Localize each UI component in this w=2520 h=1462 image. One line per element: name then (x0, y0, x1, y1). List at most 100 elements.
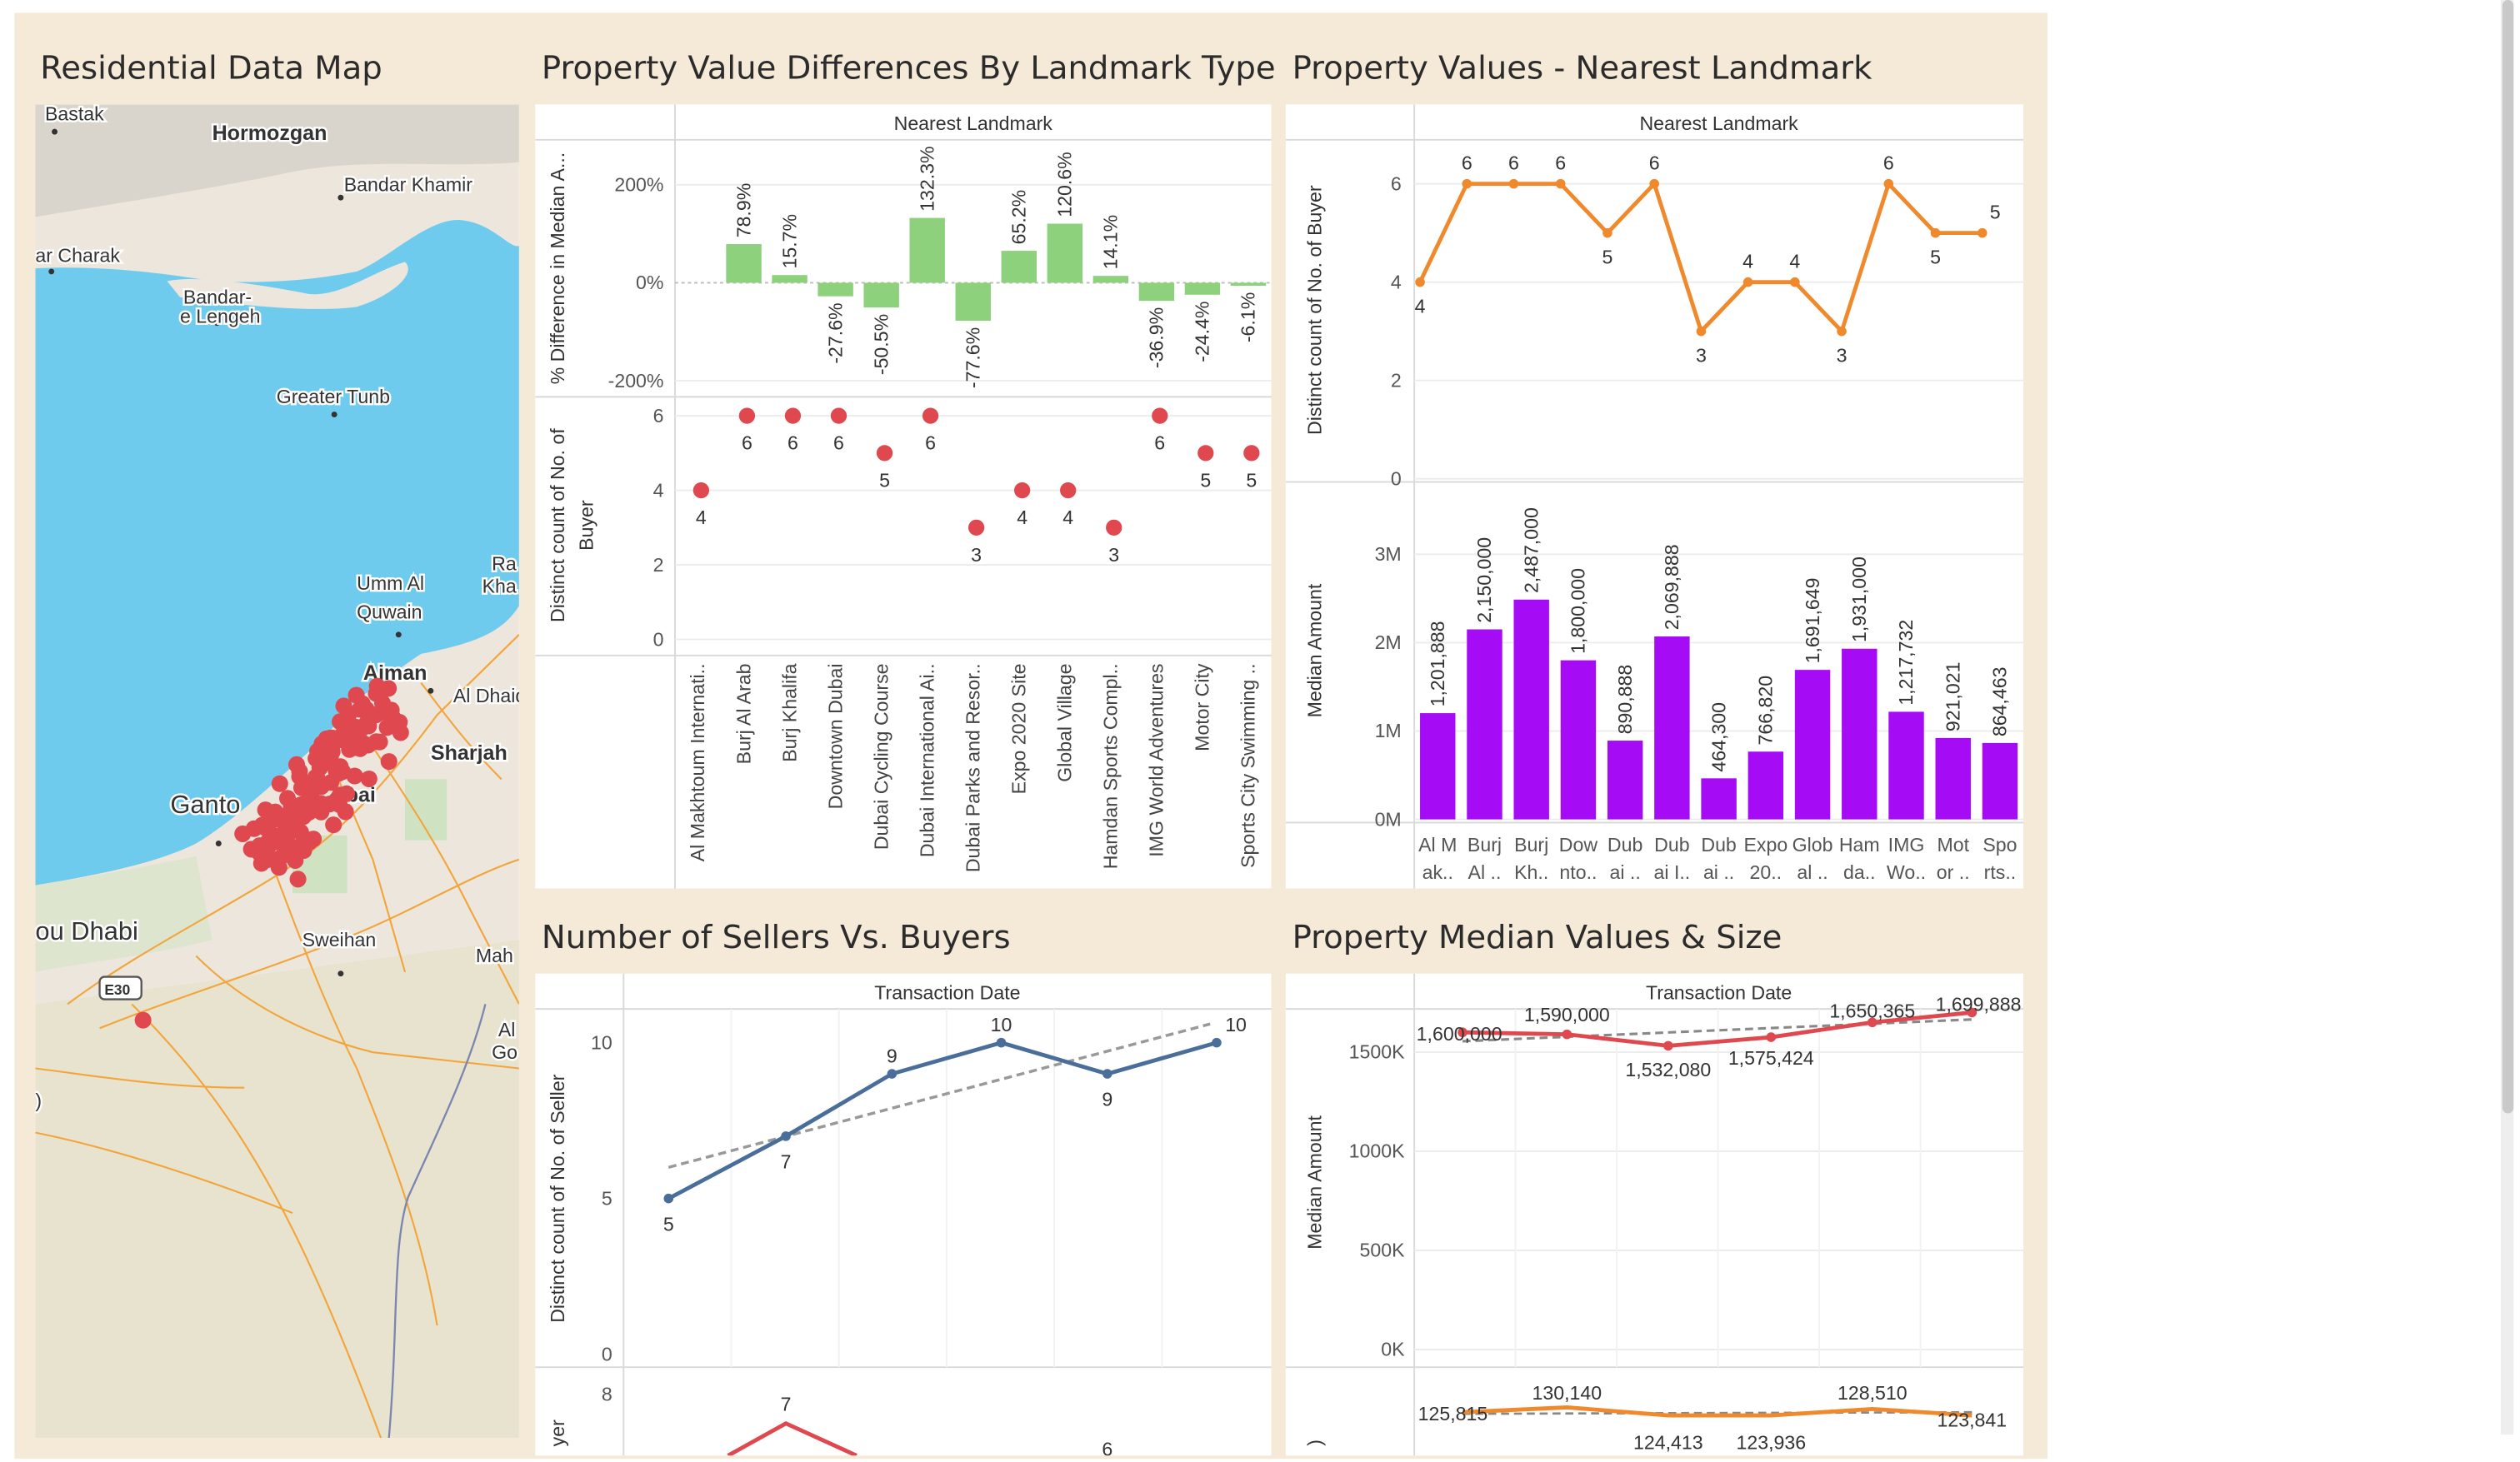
line-point (1102, 1069, 1112, 1079)
series-line (1462, 1405, 1972, 1418)
map-title: Residential Data Map (40, 47, 382, 87)
page-scrollbar-thumb[interactable] (2502, 0, 2514, 1114)
transaction-dots[interactable] (134, 677, 409, 1029)
transaction-dot[interactable] (311, 759, 328, 776)
data-label: 5 (1602, 246, 1613, 267)
y-axis-label: Distinct count of No. of Seller (547, 1074, 568, 1322)
data-label: 4 (1742, 250, 1753, 272)
y-axis-label: Distinct count of No. of Buyer (1303, 185, 1325, 435)
transaction-dot[interactable] (380, 753, 398, 771)
data-label: 4 (1062, 506, 1073, 528)
data-label: 6 (1154, 432, 1165, 454)
line-point (1649, 178, 1659, 189)
diff-bar (1138, 282, 1175, 302)
transaction-dot[interactable] (312, 778, 330, 796)
transaction-dot[interactable] (312, 803, 330, 821)
nearest-chart-svg[interactable]: Nearest Landmark Distinct count of No. of… (1285, 104, 2024, 889)
x-tick-label: Downtown Dubai (824, 663, 846, 809)
data-label: 1,800,000 (1568, 568, 1589, 654)
data-label: 1,575,424 (1728, 1047, 1814, 1069)
data-label: 15.7% (778, 214, 800, 269)
line-point (1562, 1029, 1572, 1040)
line-point (1790, 277, 1800, 287)
transaction-dot[interactable] (346, 767, 363, 785)
transaction-dot[interactable] (391, 713, 408, 731)
x-tick-label: Dubai Cycling Course (870, 663, 892, 850)
x-tick-label: Spo (1982, 834, 2017, 856)
diff-chart-svg[interactable]: Nearest Landmark % Difference in Median A… (535, 104, 1272, 889)
median-bar (1654, 636, 1690, 820)
data-label: 130,140 (1532, 1382, 1602, 1404)
transaction-dot[interactable] (271, 775, 288, 792)
median-chart-svg[interactable]: Transaction Date Median Amount 1500K 1000K 5… (1285, 973, 2024, 1456)
line-point (1212, 1037, 1222, 1048)
transaction-dot[interactable] (353, 720, 371, 737)
x-tick-label: Kh.. (1514, 861, 1548, 883)
y-tick-label: 1000K (1349, 1140, 1405, 1162)
data-label: 2,150,000 (1473, 537, 1495, 623)
data-label: -36.9% (1146, 307, 1168, 368)
transaction-dot[interactable] (281, 845, 298, 862)
line-point (1555, 178, 1566, 189)
map-desert (35, 940, 519, 1439)
map-canvas[interactable]: Bastak Hormozgan Bandar Khamir ar Charak Ban… (35, 104, 519, 1439)
transaction-dot[interactable] (347, 736, 364, 753)
diff-bar (863, 282, 899, 308)
y-tick-label: 3M (1375, 543, 1402, 565)
data-label: 7 (781, 1393, 792, 1415)
transaction-dot[interactable] (260, 851, 278, 868)
map-label: Umm Al (357, 572, 424, 594)
residential-map[interactable]: Bastak Hormozgan Bandar Khamir ar Charak Ban… (35, 104, 519, 1439)
transaction-dot[interactable] (234, 825, 252, 842)
map-label: Sweihan (302, 929, 377, 951)
transaction-dot[interactable] (289, 871, 307, 888)
x-tick-label: Motor City (1192, 663, 1213, 751)
transaction-dot[interactable] (292, 802, 309, 820)
data-label: 78.9% (732, 183, 754, 238)
transaction-dot[interactable] (134, 1011, 152, 1029)
transaction-dot[interactable] (301, 833, 318, 851)
buyer-dot (1106, 519, 1122, 536)
map-label: Kha (482, 576, 517, 597)
data-label: 1,217,732 (1895, 620, 1917, 706)
data-label: 4 (696, 506, 707, 528)
y-tick-label: 0 (653, 628, 664, 650)
y-tick-label: 0 (602, 1343, 612, 1365)
data-label: 464,300 (1708, 702, 1729, 772)
x-tick-label: Dub (1608, 834, 1642, 856)
transaction-dot[interactable] (264, 805, 282, 822)
nearest-chart-title: Property Values - Nearest Landmark (1292, 47, 1872, 87)
sellers-chart-svg[interactable]: Transaction Date Distinct count of No. of… (535, 973, 1272, 1460)
x-tick-label: ak.. (1422, 861, 1453, 883)
transaction-dot[interactable] (368, 733, 385, 751)
y-tick-label: 0% (636, 272, 663, 293)
data-label: 5 (879, 469, 890, 491)
diff-bar (818, 282, 853, 297)
diff-bar (1001, 251, 1038, 283)
y-tick-label: 4 (653, 479, 664, 501)
data-label: 6 (1883, 152, 1894, 173)
data-label: 6 (1555, 152, 1566, 173)
x-tick-label: Ham (1839, 834, 1880, 856)
e30-shield (98, 975, 142, 1000)
transaction-dot[interactable] (332, 758, 349, 776)
transaction-dot[interactable] (351, 701, 368, 718)
data-label: 6 (788, 432, 798, 454)
data-label: 6 (1649, 152, 1660, 173)
data-label: 1,590,000 (1524, 1004, 1610, 1025)
x-tick-label: Burj Al Arab (732, 663, 754, 764)
transaction-dot[interactable] (325, 816, 342, 834)
transaction-dot[interactable] (332, 713, 349, 731)
map-green-zone (35, 856, 212, 972)
line-point (1930, 227, 1941, 238)
x-tick-label: Dubai Parks and Resor.. (962, 663, 983, 872)
data-label: 10 (1225, 1014, 1247, 1035)
data-label: 10 (991, 1014, 1012, 1035)
transaction-dot[interactable] (360, 770, 378, 787)
buyer-dot (1243, 445, 1260, 462)
transaction-dot[interactable] (372, 686, 389, 703)
transaction-dot[interactable] (321, 729, 338, 747)
median-bar (1888, 711, 1924, 820)
transaction-dot[interactable] (301, 778, 318, 796)
x-tick-label: ai .. (1703, 861, 1734, 883)
